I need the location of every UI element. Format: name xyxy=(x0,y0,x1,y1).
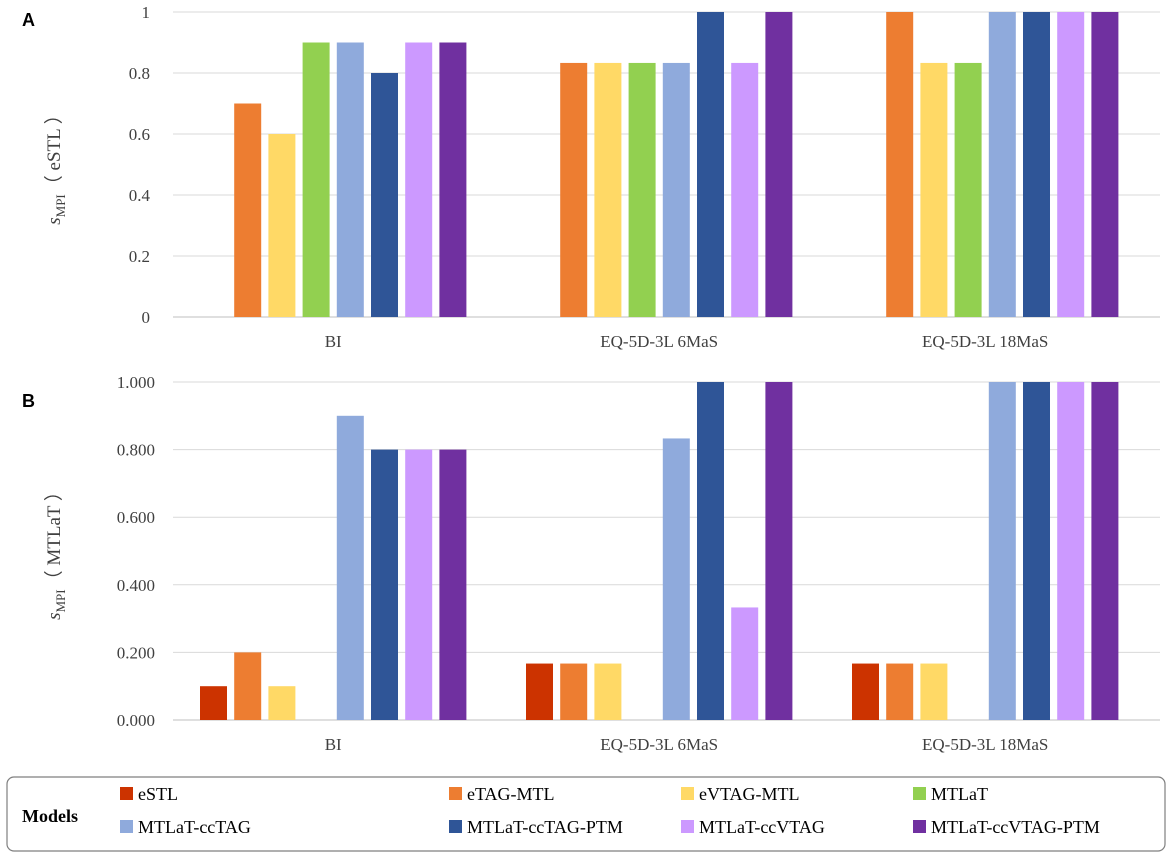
panel-b-category-label: EQ-5D-3L 18MaS xyxy=(922,735,1048,754)
panel-b-bar-mtlat-ccvtag-eq-5d-3l-18mas xyxy=(1057,382,1085,720)
panel-a-bar-mtlat-cctag-bi xyxy=(336,42,364,317)
panel-a-category-label: EQ-5D-3L 18MaS xyxy=(922,332,1048,351)
legend-label-mtlat-ccvtag: MTLaT-ccVTAG xyxy=(699,817,825,837)
panel-b-bar-mtlat-ccvtag-eq-5d-3l-6mas xyxy=(731,607,759,720)
panel-b-bar-mtlat-cctag-ptm-eq-5d-3l-6mas xyxy=(697,382,724,720)
panel-a: A 0 0.2 0.4 0.6 0.8 1 BI EQ-5D-3L 6MaS EQ-5D-3L… xyxy=(22,3,1160,351)
legend-label-etag-mtl: eTAG-MTL xyxy=(467,784,555,804)
panel-b-bar-mtlat-cctag-eq-5d-3l-18mas xyxy=(988,382,1016,720)
legend-label-mtlat-cctag: MTLaT-ccTAG xyxy=(138,817,251,837)
panel-a-ylabel-sub: MPI xyxy=(53,194,68,217)
panel-b-bar-evtag-mtl-eq-5d-3l-18mas xyxy=(920,663,948,720)
panel-b-ytick-label: 1.000 xyxy=(117,373,155,392)
legend-title: Models xyxy=(22,806,78,826)
panel-b-ytick-label: 0.000 xyxy=(117,711,155,730)
panel-a-bar-mtlat-ccvtag-ptm-eq-5d-3l-18mas xyxy=(1091,12,1119,317)
panel-b: B 0.000 0.200 0.400 0.600 0.800 1.000 BI EQ-5D… xyxy=(22,373,1160,754)
panel-a-bar-mtlat-eq-5d-3l-18mas xyxy=(954,62,982,318)
panel-a-bar-etag-mtl-bi xyxy=(234,103,262,317)
legend-label-evtag-mtl: eVTAG-MTL xyxy=(699,784,800,804)
panel-a-ytick-label: 1 xyxy=(142,3,151,22)
legend-label-estl: eSTL xyxy=(138,784,178,804)
legend-swatch-mtlat-cctag-ptm xyxy=(449,820,462,833)
panel-b-bar-mtlat-cctag-eq-5d-3l-6mas xyxy=(662,438,690,720)
panel-a-bar-mtlat-ccvtag-ptm-eq-5d-3l-6mas xyxy=(765,12,793,317)
panel-b-bars xyxy=(200,382,1119,720)
panel-a-bar-mtlat-ccvtag-bi xyxy=(405,42,433,317)
panel-b-bar-mtlat-cctag-ptm-bi xyxy=(371,449,398,720)
panel-a-ylabel-main: s xyxy=(44,217,65,224)
panel-b-bar-evtag-mtl-eq-5d-3l-6mas xyxy=(594,663,622,720)
panel-a-category-label: EQ-5D-3L 6MaS xyxy=(600,332,718,351)
panel-a-bar-mtlat-eq-5d-3l-6mas xyxy=(628,62,656,318)
panel-a-ytick-labels: 0 0.2 0.4 0.6 0.8 1 xyxy=(129,3,151,327)
panel-b-bar-etag-mtl-eq-5d-3l-6mas xyxy=(560,663,588,720)
panel-b-category-label: BI xyxy=(325,735,342,754)
panel-a-ytick-label: 0.2 xyxy=(129,247,150,266)
panel-b-ytick-labels: 0.000 0.200 0.400 0.600 0.800 1.000 xyxy=(117,373,155,730)
panel-a-bar-mtlat-ccvtag-eq-5d-3l-18mas xyxy=(1057,12,1085,317)
panel-a-bar-mtlat-ccvtag-ptm-bi xyxy=(439,42,467,317)
panel-b-bar-mtlat-cctag-bi xyxy=(336,415,364,720)
panel-b-y-axis-label: sMPI（ MTLaT ） xyxy=(43,482,68,620)
panel-a-ylabel-paren: （ eSTL ） xyxy=(43,105,65,194)
legend-swatch-mtlat-ccvtag-ptm xyxy=(913,820,926,833)
legend-items: eSTL eTAG-MTL eVTAG-MTL MTLaT MTLaT-ccTAG MTL… xyxy=(120,784,1100,837)
panel-a-bar-etag-mtl-eq-5d-3l-18mas xyxy=(886,12,914,317)
panel-b-letter: B xyxy=(22,391,35,411)
legend: Models eSTL eTAG-MTL eVTAG-MTL MTLaT MTLaT-c… xyxy=(6,776,1166,852)
panel-a-bar-mtlat-ccvtag-eq-5d-3l-6mas xyxy=(731,62,759,318)
panel-a-bar-mtlat-cctag-eq-5d-3l-18mas xyxy=(988,12,1016,317)
legend-swatch-mtlat-cctag xyxy=(120,820,133,833)
panel-a-bar-evtag-mtl-bi xyxy=(268,134,296,317)
panel-a-bar-mtlat-cctag-ptm-eq-5d-3l-18mas xyxy=(1023,12,1050,317)
panel-b-ytick-label: 0.400 xyxy=(117,576,155,595)
panel-b-ylabel-paren: （ MTLaT ） xyxy=(43,482,65,589)
legend-swatch-evtag-mtl xyxy=(681,787,694,800)
panel-a-letter: A xyxy=(22,10,35,30)
panel-b-ytick-label: 0.600 xyxy=(117,508,155,527)
panel-a-ytick-label: 0 xyxy=(142,308,151,327)
panel-b-bar-mtlat-ccvtag-bi xyxy=(405,449,433,720)
panel-a-bar-mtlat-bi xyxy=(302,42,330,317)
panel-b-bar-mtlat-cctag-ptm-eq-5d-3l-18mas xyxy=(1023,382,1050,720)
panel-a-bars xyxy=(234,12,1119,318)
panel-b-ytick-label: 0.800 xyxy=(117,441,155,460)
panel-a-bar-evtag-mtl-eq-5d-3l-6mas xyxy=(594,62,622,318)
legend-frame xyxy=(6,776,1166,852)
panel-b-ylabel-sub: MPI xyxy=(53,589,68,612)
panel-a-category-labels: BI EQ-5D-3L 6MaS EQ-5D-3L 18MaS xyxy=(325,332,1049,351)
panel-a-bar-mtlat-cctag-eq-5d-3l-6mas xyxy=(662,62,690,318)
legend-swatch-etag-mtl xyxy=(449,787,462,800)
panel-a-y-axis-label: sMPI（ eSTL ） xyxy=(43,105,68,225)
legend-label-mtlat-ccvtag-ptm: MTLaT-ccVTAG-PTM xyxy=(931,817,1100,837)
panel-b-bar-mtlat-ccvtag-ptm-bi xyxy=(439,449,467,720)
panel-b-category-labels: BI EQ-5D-3L 6MaS EQ-5D-3L 18MaS xyxy=(325,735,1049,754)
panel-b-bar-estl-eq-5d-3l-6mas xyxy=(526,663,553,720)
panel-b-category-label: EQ-5D-3L 6MaS xyxy=(600,735,718,754)
panel-b-bar-mtlat-ccvtag-ptm-eq-5d-3l-6mas xyxy=(765,382,793,720)
panel-a-bar-etag-mtl-eq-5d-3l-6mas xyxy=(560,62,588,318)
panel-b-bar-mtlat-ccvtag-ptm-eq-5d-3l-18mas xyxy=(1091,382,1119,720)
panel-a-ytick-label: 0.8 xyxy=(129,64,150,83)
panel-b-bar-estl-eq-5d-3l-18mas xyxy=(852,663,879,720)
legend-swatch-mtlat xyxy=(913,787,926,800)
panel-b-ylabel-main: s xyxy=(44,613,65,620)
panel-b-bar-etag-mtl-eq-5d-3l-18mas xyxy=(886,663,914,720)
legend-swatch-mtlat-ccvtag xyxy=(681,820,694,833)
panel-b-bar-evtag-mtl-bi xyxy=(268,686,296,720)
panel-b-ytick-label: 0.200 xyxy=(117,643,155,662)
panel-b-bar-etag-mtl-bi xyxy=(234,652,262,720)
panel-a-category-label: BI xyxy=(325,332,342,351)
panel-a-bar-evtag-mtl-eq-5d-3l-18mas xyxy=(920,62,948,318)
legend-label-mtlat: MTLaT xyxy=(931,784,988,804)
panel-a-bar-mtlat-cctag-ptm-eq-5d-3l-6mas xyxy=(697,12,724,317)
panel-a-ytick-label: 0.6 xyxy=(129,125,150,144)
panel-a-bar-mtlat-cctag-ptm-bi xyxy=(371,73,398,317)
legend-swatch-estl xyxy=(120,787,133,800)
panel-b-bar-estl-bi xyxy=(200,686,227,720)
panel-a-ytick-label: 0.4 xyxy=(129,186,151,205)
legend-label-mtlat-cctag-ptm: MTLaT-ccTAG-PTM xyxy=(467,817,623,837)
